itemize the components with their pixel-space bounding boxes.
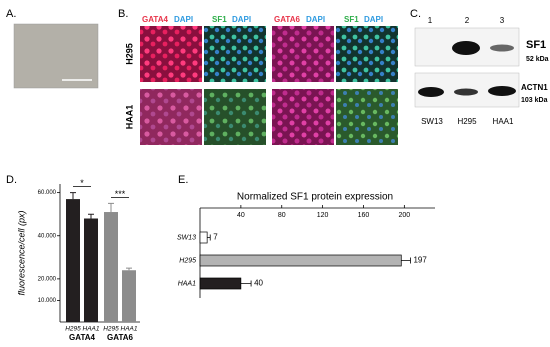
significance-label: * (80, 178, 84, 188)
stain-label: DAPI (232, 15, 251, 24)
band (490, 44, 514, 52)
stain-label: DAPI (174, 15, 193, 24)
band (488, 86, 516, 96)
band-name: ACTN1 (521, 83, 548, 92)
x-tick-label: 200 (399, 212, 411, 219)
x-tick-label: HAA1 (83, 326, 100, 333)
y-tick-label: 40.000 (38, 233, 57, 239)
lane-number: 3 (500, 16, 505, 25)
group-label: GATA6 (107, 333, 133, 342)
x-tick-label: 40 (237, 212, 245, 219)
value-label: 40 (254, 279, 263, 288)
stain-label: DAPI (306, 15, 325, 24)
x-tick-label: 160 (358, 212, 370, 219)
band-size: 52 kDa (526, 56, 549, 63)
sample-label: SW13 (421, 117, 443, 126)
panel-label: B. (118, 8, 128, 20)
band-size: 103 kDa (521, 97, 548, 104)
error-bar (207, 234, 211, 241)
lane-number: 2 (465, 16, 470, 25)
panel-label: C. (410, 8, 421, 20)
y-tick-label: 10.000 (38, 298, 57, 304)
error-bar (401, 257, 411, 264)
stain-label: DAPI (364, 15, 383, 24)
panel-label: A. (6, 8, 16, 20)
value-label: 7 (213, 233, 218, 242)
band-name: SF1 (526, 39, 546, 51)
chart-title: Normalized SF1 protein expression (237, 192, 393, 203)
fluorescence-image (140, 89, 202, 145)
lane-number: 1 (428, 16, 433, 25)
sample-label: HAA1 (493, 117, 514, 126)
bar (199, 277, 242, 290)
y-tick-label: HAA1 (178, 280, 196, 287)
fluorescence-image (204, 26, 266, 82)
stain-label: GATA6 (274, 15, 300, 24)
fluorescence-image (336, 89, 398, 145)
x-tick-label: H295 (103, 326, 119, 333)
fluorescence-image (140, 26, 202, 82)
y-tick-label: SW13 (177, 234, 196, 241)
bar (199, 254, 402, 267)
fluorescence-image (336, 26, 398, 82)
x-tick-label: 120 (317, 212, 329, 219)
error-bar (108, 202, 114, 213)
bar (199, 231, 208, 244)
panel-label: E. (178, 174, 188, 186)
error-bar (240, 280, 252, 287)
fluorescence-image (272, 89, 334, 145)
bar (66, 199, 80, 322)
value-label: 197 (413, 256, 427, 265)
fluorescence-image (204, 89, 266, 145)
band (452, 41, 480, 55)
x-tick-label: HAA1 (121, 326, 138, 333)
significance-label: *** (115, 189, 126, 199)
bar (104, 212, 118, 322)
group-label: GATA4 (69, 333, 95, 342)
row-label: HAA1 (124, 105, 134, 130)
phase-contrast-image (13, 23, 99, 89)
row-label: H295 (124, 43, 134, 65)
error-bar (126, 267, 132, 271)
stain-label: SF1 (344, 15, 359, 24)
x-tick-label: H295 (65, 326, 81, 333)
bar (122, 270, 136, 322)
error-bar (88, 213, 94, 219)
y-tick-label: 20.000 (38, 276, 57, 282)
bar (84, 218, 98, 322)
x-tick-label: 80 (278, 212, 286, 219)
fluorescence-image (272, 26, 334, 82)
y-tick-label: 60.000 (38, 190, 57, 196)
y-axis-label: fluorescence/cell (px) (16, 210, 26, 295)
stain-label: SF1 (212, 15, 227, 24)
error-bar (70, 192, 76, 200)
panel-label: D. (6, 174, 17, 186)
band (418, 87, 444, 97)
sample-label: H295 (457, 117, 477, 126)
stain-label: GATA4 (142, 15, 168, 24)
y-tick-label: H295 (179, 257, 196, 264)
band (454, 88, 478, 96)
